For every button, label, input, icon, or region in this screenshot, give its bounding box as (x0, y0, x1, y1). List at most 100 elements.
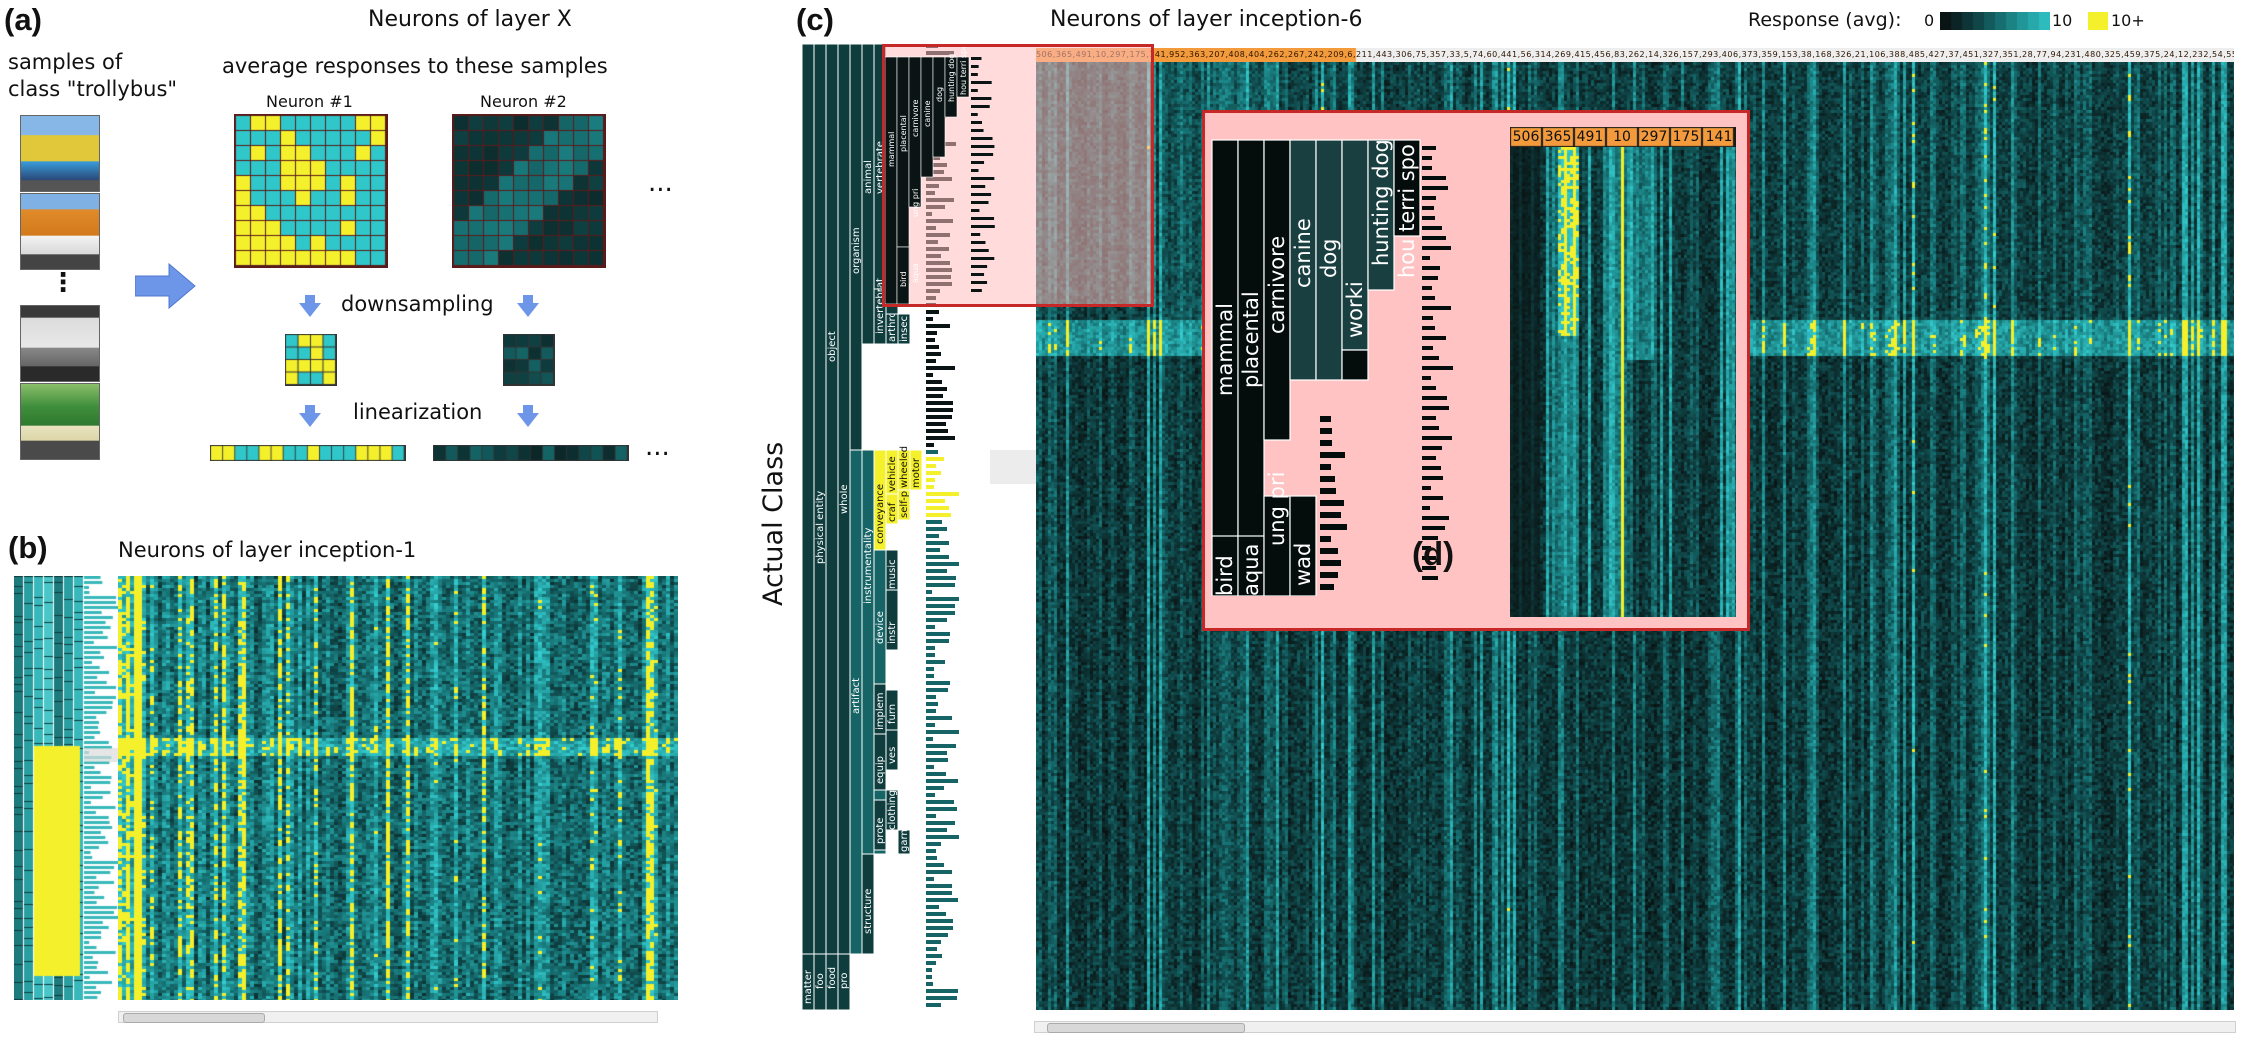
leaf-class-bar[interactable] (926, 618, 947, 622)
leaf-class-bar[interactable] (926, 422, 946, 426)
leaf-class-bar[interactable] (926, 975, 932, 979)
d-leaf-bar[interactable] (1422, 286, 1432, 290)
leaf-class-bar[interactable] (926, 919, 953, 923)
leaf-class-bar[interactable] (926, 457, 944, 461)
leaf-class-bar[interactable] (926, 373, 933, 377)
d-leaf-bar[interactable] (1422, 496, 1443, 500)
d-leaf-bar[interactable] (1422, 396, 1447, 400)
node-prote[interactable] (873, 799, 887, 851)
leaf-class-bar[interactable] (926, 450, 938, 454)
panel-c-horizontal-scrollbar[interactable] (1034, 1021, 2236, 1033)
d-leaf-bar[interactable] (1422, 346, 1433, 350)
d-leaf-bar[interactable] (1422, 336, 1446, 340)
leaf-class-bar[interactable] (926, 583, 955, 587)
node-garm[interactable] (897, 829, 911, 855)
d-leaf-bar[interactable] (1422, 216, 1435, 220)
leaf-class-bar[interactable] (926, 555, 949, 559)
leaf-class-bar[interactable] (926, 814, 936, 818)
leaf-class-bar[interactable] (926, 443, 934, 447)
d-node-hunting-dog[interactable] (1367, 139, 1395, 291)
d-node-wad[interactable] (1289, 495, 1317, 596)
leaf-class-bar[interactable] (926, 1003, 941, 1007)
d-leaf-bar[interactable] (1320, 560, 1341, 566)
leaf-class-bar[interactable] (926, 639, 949, 643)
panel-b-horizontal-scrollbar[interactable] (118, 1011, 658, 1023)
d-leaf-bar[interactable] (1320, 476, 1335, 482)
panel-c-scroll-thumb[interactable] (1047, 1023, 1245, 1033)
leaf-class-bar[interactable] (926, 947, 937, 951)
d-leaf-bar[interactable] (1422, 546, 1431, 550)
leaf-class-bar[interactable] (926, 485, 934, 489)
d-leaf-bar[interactable] (1320, 464, 1331, 470)
leaf-class-bar[interactable] (926, 667, 934, 671)
d-leaf-bar[interactable] (1320, 584, 1334, 590)
leaf-class-bar[interactable] (926, 968, 932, 972)
panel-b-scroll-thumb[interactable] (123, 1013, 265, 1023)
leaf-class-bar[interactable] (926, 821, 955, 825)
d-node-aqua[interactable] (1237, 535, 1265, 596)
leaf-class-bar[interactable] (926, 702, 938, 706)
leaf-class-bar[interactable] (926, 429, 948, 433)
d-leaf-bar[interactable] (1422, 536, 1438, 540)
leaf-class-bar[interactable] (926, 842, 941, 846)
leaf-class-bar[interactable] (926, 478, 935, 482)
d-leaf-bar[interactable] (1320, 416, 1331, 422)
d-leaf-bar[interactable] (1422, 196, 1436, 200)
d-leaf-bar[interactable] (1422, 526, 1445, 530)
d-node-hou[interactable] (1393, 139, 1421, 237)
d-leaf-bar[interactable] (1422, 406, 1449, 410)
d-leaf-bar[interactable] (1422, 296, 1435, 300)
leaf-class-bar[interactable] (926, 751, 947, 755)
d-node-dog[interactable] (1315, 139, 1343, 381)
d-leaf-bar[interactable] (1422, 176, 1446, 180)
leaf-class-bar[interactable] (926, 513, 951, 517)
leaf-class-bar[interactable] (926, 380, 942, 384)
leaf-class-bar[interactable] (926, 548, 940, 552)
leaf-class-bar[interactable] (926, 590, 932, 594)
d-leaf-bar[interactable] (1320, 536, 1331, 542)
node-insec[interactable] (897, 313, 911, 345)
leaf-class-bar[interactable] (926, 779, 958, 783)
d-leaf-bar[interactable] (1422, 206, 1434, 210)
leaf-class-bar[interactable] (926, 891, 952, 895)
d-leaf-bar[interactable] (1422, 486, 1431, 490)
d-leaf-bar[interactable] (1422, 156, 1432, 160)
leaf-class-bar[interactable] (926, 625, 935, 629)
d-leaf-bar[interactable] (1422, 516, 1449, 520)
leaf-class-bar[interactable] (926, 898, 958, 902)
leaf-class-bar[interactable] (926, 359, 936, 363)
leaf-class-bar[interactable] (926, 597, 959, 601)
leaf-class-bar[interactable] (926, 849, 936, 853)
leaf-class-bar[interactable] (926, 681, 950, 685)
d-leaf-bar[interactable] (1320, 428, 1332, 434)
leaf-class-bar[interactable] (926, 646, 935, 650)
leaf-class-bar[interactable] (926, 772, 946, 776)
d-leaf-bar[interactable] (1422, 356, 1439, 360)
leaf-class-bar[interactable] (926, 989, 958, 993)
leaf-class-bar[interactable] (926, 345, 939, 349)
leaf-class-bar[interactable] (926, 408, 953, 412)
node-pro[interactable] (837, 953, 851, 1011)
leaf-class-bar[interactable] (926, 660, 945, 664)
d-leaf-bar[interactable] (1422, 316, 1433, 320)
leaf-class-bar[interactable] (926, 611, 955, 615)
leaf-class-bar[interactable] (926, 765, 934, 769)
leaf-class-bar[interactable] (926, 730, 959, 734)
leaf-class-bar[interactable] (926, 562, 959, 566)
d-node-bird[interactable] (1211, 535, 1239, 596)
d-leaf-bar[interactable] (1422, 266, 1440, 270)
d-leaf-bar[interactable] (1422, 246, 1451, 250)
d-leaf-bar[interactable] (1320, 440, 1332, 446)
leaf-class-bar[interactable] (926, 940, 941, 944)
leaf-class-bar[interactable] (926, 737, 933, 741)
d-leaf-bar[interactable] (1422, 236, 1446, 240)
d-node-carnivore[interactable] (1263, 139, 1291, 441)
leaf-class-bar[interactable] (926, 786, 944, 790)
leaf-class-bar[interactable] (926, 870, 952, 874)
leaf-class-bar[interactable] (926, 884, 952, 888)
d-node-placental[interactable] (1237, 139, 1265, 596)
d-leaf-bar[interactable] (1422, 506, 1430, 510)
leaf-class-bar[interactable] (926, 534, 939, 538)
leaf-class-bar[interactable] (926, 632, 950, 636)
d-leaf-bar[interactable] (1320, 524, 1347, 530)
